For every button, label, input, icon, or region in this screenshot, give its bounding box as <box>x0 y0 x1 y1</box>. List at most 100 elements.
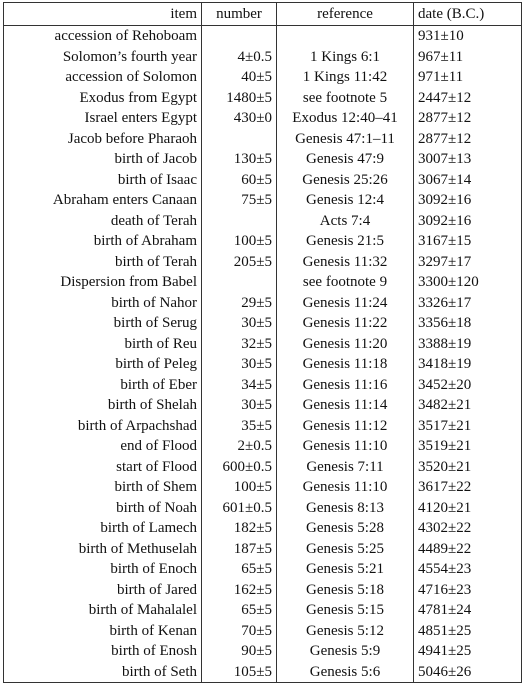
table-cell: 1480±5 <box>201 87 277 108</box>
table-cell: Genesis 5:12 <box>276 620 414 641</box>
table-row: birth of Abraham 100±5 Genesis 21:5 3167±15 <box>3 231 522 252</box>
table-cell: birth of Reu <box>3 333 202 354</box>
table-cell <box>201 25 277 47</box>
table-cell: 3388±19 <box>413 333 522 354</box>
table-cell: Genesis 5:6 <box>276 661 414 683</box>
table-cell: Exodus 12:40–41 <box>276 108 414 129</box>
table-row: birth of Shelah 30±5 Genesis 11:14 3482±21 <box>3 395 522 416</box>
table-cell: Solomon’s fourth year <box>3 46 202 67</box>
table-cell: 35±5 <box>201 415 277 436</box>
table-row: end of Flood 2±0.5 Genesis 11:10 3519±21 <box>3 436 522 457</box>
table-cell: Genesis 11:24 <box>276 292 414 313</box>
table-cell: Dispersion from Babel <box>3 272 202 293</box>
table-cell: 600±0.5 <box>201 456 277 477</box>
table-cell: 3519±21 <box>413 436 522 457</box>
table-row: Solomon’s fourth year 4±0.5 1 Kings 6:1 967… <box>3 46 522 67</box>
table-cell: 130±5 <box>201 149 277 170</box>
table-row: birth of Mahalalel 65±5 Genesis 5:15 4781±2… <box>3 600 522 621</box>
table-row: birth of Methuselah 187±5 Genesis 5:25 4489… <box>3 538 522 559</box>
table-cell: Genesis 12:4 <box>276 190 414 211</box>
table-cell: 4851±25 <box>413 620 522 641</box>
table-row: Jacob before Pharaoh Genesis 47:1–11 2877±… <box>3 128 522 149</box>
table-row: birth of Kenan 70±5 Genesis 5:12 4851±25 <box>3 620 522 641</box>
table-cell: Genesis 11:10 <box>276 477 414 498</box>
table-cell: Genesis 11:10 <box>276 436 414 457</box>
table-row: birth of Enosh 90±5 Genesis 5:9 4941±25 <box>3 641 522 662</box>
table-row: birth of Seth 105±5 Genesis 5:6 5046±26 <box>3 661 522 683</box>
table-cell: see footnote 9 <box>276 272 414 293</box>
table-cell: 30±5 <box>201 395 277 416</box>
table-cell: Genesis 21:5 <box>276 231 414 252</box>
chronology-table: item number reference date (B.C.) accession… <box>3 2 522 683</box>
table-cell: Exodus from Egypt <box>3 87 202 108</box>
table-cell: 60±5 <box>201 169 277 190</box>
table-cell: Jacob before Pharaoh <box>3 128 202 149</box>
table-cell: Genesis 5:25 <box>276 538 414 559</box>
table-row: birth of Jared 162±5 Genesis 5:18 4716±23 <box>3 579 522 600</box>
table-cell: birth of Nahor <box>3 292 202 313</box>
table-cell: see footnote 5 <box>276 87 414 108</box>
table-row: birth of Isaac 60±5 Genesis 25:26 3067±14 <box>3 169 522 190</box>
table-cell: 4489±22 <box>413 538 522 559</box>
table-row: birth of Reu 32±5 Genesis 11:20 3388±19 <box>3 333 522 354</box>
table-cell: 3617±22 <box>413 477 522 498</box>
table-cell: birth of Jacob <box>3 149 202 170</box>
table-cell: 105±5 <box>201 661 277 683</box>
table-cell: 100±5 <box>201 477 277 498</box>
column-header: number <box>201 2 277 26</box>
table-cell: 187±5 <box>201 538 277 559</box>
table-cell: 3520±21 <box>413 456 522 477</box>
column-header: item <box>3 2 202 26</box>
table-cell: Genesis 11:16 <box>276 374 414 395</box>
table-cell: 430±0 <box>201 108 277 129</box>
table-cell: Genesis 11:12 <box>276 415 414 436</box>
table-cell: 2877±12 <box>413 108 522 129</box>
table-body: accession of Rehoboam 931±10 Solomon’s fou… <box>3 25 522 683</box>
table-row: accession of Solomon 40±5 1 Kings 11:42 971… <box>3 67 522 88</box>
table-cell: Israel enters Egypt <box>3 108 202 129</box>
table-cell: Genesis 11:32 <box>276 251 414 272</box>
table-cell: 3297±17 <box>413 251 522 272</box>
table-cell: Acts 7:4 <box>276 210 414 231</box>
table-cell: birth of Lamech <box>3 518 202 539</box>
table-cell: Genesis 5:28 <box>276 518 414 539</box>
table-row: birth of Enoch 65±5 Genesis 5:21 4554±23 <box>3 559 522 580</box>
table-cell: 3356±18 <box>413 313 522 334</box>
table-cell: accession of Solomon <box>3 67 202 88</box>
table-cell: 3418±19 <box>413 354 522 375</box>
table-cell: 4941±25 <box>413 641 522 662</box>
table-cell: Genesis 11:20 <box>276 333 414 354</box>
table-row: Exodus from Egypt 1480±5 see footnote 5 244… <box>3 87 522 108</box>
table-header: item number reference date (B.C.) <box>3 2 522 26</box>
table-cell: 3092±16 <box>413 190 522 211</box>
table-row: Dispersion from Babel see footnote 9 3300±… <box>3 272 522 293</box>
table-cell: 205±5 <box>201 251 277 272</box>
table-cell: 4±0.5 <box>201 46 277 67</box>
table-cell: birth of Enosh <box>3 641 202 662</box>
table-row: birth of Arpachshad 35±5 Genesis 11:12 3517… <box>3 415 522 436</box>
table-cell <box>201 128 277 149</box>
table-cell: 4781±24 <box>413 600 522 621</box>
table-cell: birth of Eber <box>3 374 202 395</box>
table-cell: birth of Seth <box>3 661 202 683</box>
table-cell: 4120±21 <box>413 497 522 518</box>
table-cell: 3167±15 <box>413 231 522 252</box>
table-cell: Genesis 11:14 <box>276 395 414 416</box>
table-cell: 182±5 <box>201 518 277 539</box>
table-cell: Genesis 11:22 <box>276 313 414 334</box>
table-cell: 2447±12 <box>413 87 522 108</box>
table-cell: 3092±16 <box>413 210 522 231</box>
table-cell: death of Terah <box>3 210 202 231</box>
table-cell: 70±5 <box>201 620 277 641</box>
table-cell: 971±11 <box>413 67 522 88</box>
table-cell <box>201 272 277 293</box>
table-row: birth of Jacob 130±5 Genesis 47:9 3007±13 <box>3 149 522 170</box>
table-cell: 5046±26 <box>413 661 522 683</box>
table-cell: 3326±17 <box>413 292 522 313</box>
table-cell: 4716±23 <box>413 579 522 600</box>
table-cell: birth of Abraham <box>3 231 202 252</box>
table-cell: 32±5 <box>201 333 277 354</box>
table-cell: 2±0.5 <box>201 436 277 457</box>
table-cell: Genesis 5:21 <box>276 559 414 580</box>
